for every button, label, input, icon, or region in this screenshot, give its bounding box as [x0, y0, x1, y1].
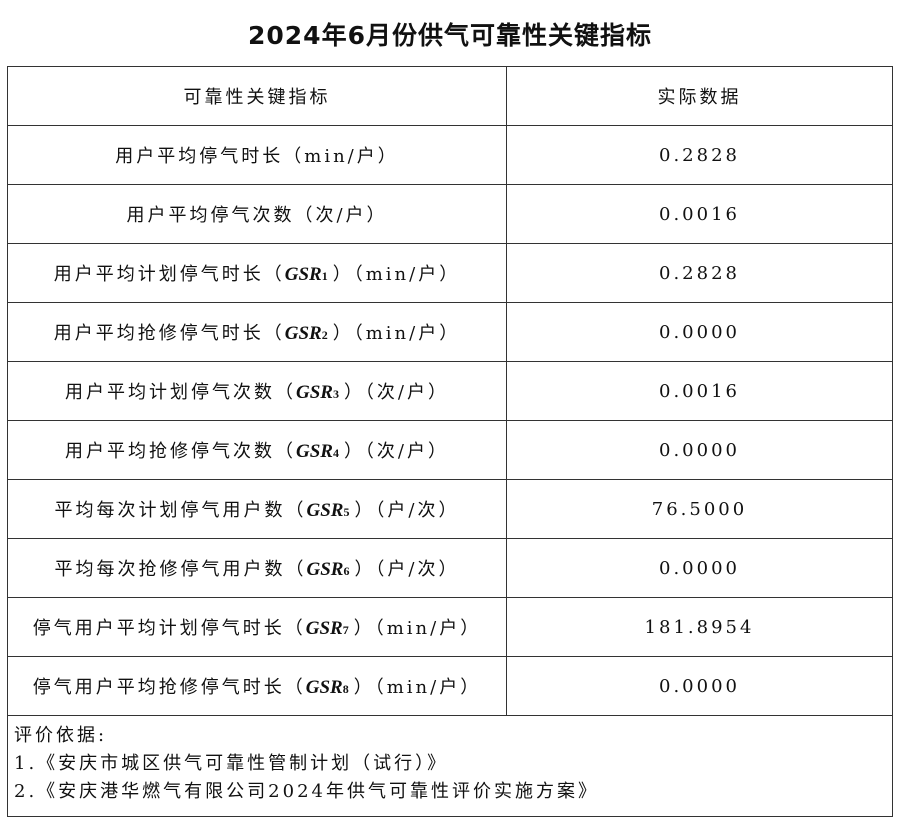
- gsr-code: GSR: [295, 441, 333, 462]
- reliability-table: 可靠性关键指标 实际数据 用户平均停气时长（min/户） 0.2828 用户平均停气…: [7, 66, 893, 817]
- gsr-subscript: 3: [332, 387, 342, 401]
- value-cell: 0.0000: [506, 302, 893, 362]
- table-row: 用户平均抢修停气次数（GSR4 ）（次/户） 0.0000: [7, 420, 893, 480]
- indicator-label: 用户平均停气时长（min/户）: [115, 146, 399, 167]
- table-row: 用户平均计划停气时长（GSR1 ）（min/户） 0.2828: [7, 243, 893, 303]
- gsr-subscript: 7: [342, 623, 352, 637]
- value-cell: 181.8954: [506, 597, 893, 657]
- indicator-label: 用户平均停气次数（次/户）: [126, 205, 388, 226]
- table-row: 停气用户平均抢修停气时长（GSR8 ）（min/户） 0.0000: [7, 656, 893, 716]
- value-cell: 0.2828: [506, 125, 893, 185]
- indicator-label: 平均每次计划停气用户数（: [54, 500, 307, 521]
- indicator-cell: 停气用户平均抢修停气时长（GSR8 ）（min/户）: [7, 656, 507, 716]
- indicator-unit: ）（min/户）: [332, 264, 461, 285]
- gsr-subscript: 6: [343, 564, 353, 578]
- value-cell: 0.0016: [506, 361, 893, 421]
- basis-heading: 评价依据:: [14, 725, 108, 746]
- header-actual-data: 实际数据: [506, 66, 893, 126]
- value-cell: 0.0000: [506, 420, 893, 480]
- header-indicator: 可靠性关键指标: [7, 66, 507, 126]
- table-row: 用户平均停气次数（次/户） 0.0016: [7, 184, 893, 244]
- indicator-cell: 用户平均停气次数（次/户）: [7, 184, 507, 244]
- gsr-code: GSR: [306, 500, 344, 521]
- gsr-subscript: 2: [321, 328, 331, 342]
- value-cell: 0.0000: [506, 538, 893, 598]
- evaluation-basis: 评价依据: 1.《安庆市城区供气可靠性管制计划（试行）》 2.《安庆港华燃气有限公司…: [7, 715, 893, 817]
- indicator-label: 用户平均计划停气时长（: [53, 264, 285, 285]
- table-row: 停气用户平均计划停气时长（GSR7 ）（min/户） 181.8954: [7, 597, 893, 657]
- gsr-code: GSR: [284, 264, 322, 285]
- value-cell: 0.0000: [506, 656, 893, 716]
- indicator-cell: 用户平均抢修停气次数（GSR4 ）（次/户）: [7, 420, 507, 480]
- gsr-subscript: 1: [321, 269, 331, 283]
- indicator-cell: 用户平均计划停气次数（GSR3 ）（次/户）: [7, 361, 507, 421]
- table-row: 用户平均停气时长（min/户） 0.2828: [7, 125, 893, 185]
- gsr-subscript: 4: [332, 446, 342, 460]
- basis-item: 1.《安庆市城区供气可靠性管制计划（试行）》: [14, 753, 449, 774]
- basis-item: 2.《安庆港华燃气有限公司2024年供气可靠性评价实施方案》: [14, 781, 599, 802]
- indicator-unit: ）（次/户）: [343, 441, 450, 462]
- value-cell: 76.5000: [506, 479, 893, 539]
- page-title: 2024年6月份供气可靠性关键指标: [248, 21, 652, 50]
- gsr-code: GSR: [305, 618, 343, 639]
- gsr-code: GSR: [284, 323, 322, 344]
- indicator-unit: ）（次/户）: [343, 382, 450, 403]
- indicator-cell: 用户平均抢修停气时长（GSR2 ）（min/户）: [7, 302, 507, 362]
- gsr-code: GSR: [305, 677, 343, 698]
- indicator-label: 停气用户平均计划停气时长（: [32, 618, 306, 639]
- indicator-unit: ）（min/户）: [332, 323, 461, 344]
- indicator-cell: 平均每次抢修停气用户数（GSR6 ）（户/次）: [7, 538, 507, 598]
- gsr-code: GSR: [295, 382, 333, 403]
- table-row: 用户平均抢修停气时长（GSR2 ）（min/户） 0.0000: [7, 302, 893, 362]
- indicator-label: 用户平均计划停气次数（: [64, 382, 296, 403]
- value-cell: 0.2828: [506, 243, 893, 303]
- indicator-cell: 用户平均计划停气时长（GSR1 ）（min/户）: [7, 243, 507, 303]
- gsr-code: GSR: [306, 559, 344, 580]
- footer-row: 评价依据: 1.《安庆市城区供气可靠性管制计划（试行）》 2.《安庆港华燃气有限公司…: [7, 715, 893, 817]
- table-row: 平均每次抢修停气用户数（GSR6 ）（户/次） 0.0000: [7, 538, 893, 598]
- indicator-unit: ）（户/次）: [354, 500, 460, 521]
- table-row: 用户平均计划停气次数（GSR3 ）（次/户） 0.0016: [7, 361, 893, 421]
- indicator-unit: ）（min/户）: [353, 618, 482, 639]
- indicator-cell: 用户平均停气时长（min/户）: [7, 125, 507, 185]
- indicator-unit: ）（户/次）: [354, 559, 460, 580]
- indicator-label: 停气用户平均抢修停气时长（: [32, 677, 306, 698]
- indicator-label: 用户平均抢修停气时长（: [53, 323, 285, 344]
- table-row: 平均每次计划停气用户数（GSR5 ）（户/次） 76.5000: [7, 479, 893, 539]
- indicator-cell: 平均每次计划停气用户数（GSR5 ）（户/次）: [7, 479, 507, 539]
- gsr-subscript: 5: [343, 505, 353, 519]
- indicator-label: 平均每次抢修停气用户数（: [54, 559, 307, 580]
- indicator-unit: ）（min/户）: [353, 677, 482, 698]
- gsr-subscript: 8: [342, 682, 352, 696]
- value-cell: 0.0016: [506, 184, 893, 244]
- indicator-cell: 停气用户平均计划停气时长（GSR7 ）（min/户）: [7, 597, 507, 657]
- table-header-row: 可靠性关键指标 实际数据: [7, 66, 893, 126]
- indicator-label: 用户平均抢修停气次数（: [64, 441, 296, 462]
